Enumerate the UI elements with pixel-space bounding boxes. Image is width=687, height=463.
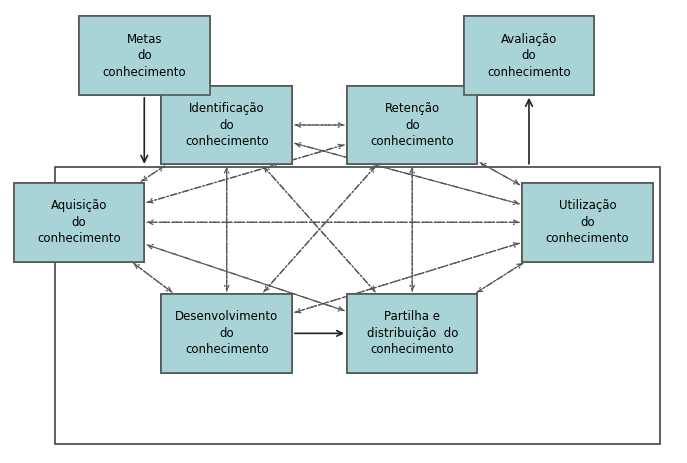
Bar (161, 294, 292, 373)
Bar (161, 294, 292, 373)
Text: Avaliação
do
conhecimento: Avaliação do conhecimento (487, 32, 571, 79)
Text: Retenção
do
conhecimento: Retenção do conhecimento (370, 102, 454, 148)
Bar (522, 183, 653, 262)
Bar (347, 294, 477, 373)
Text: Identificação
do
conhecimento: Identificação do conhecimento (185, 102, 269, 148)
Bar (79, 16, 210, 95)
Text: Aquisição
do
conhecimento: Aquisição do conhecimento (37, 199, 121, 245)
Text: Metas
do
conhecimento: Metas do conhecimento (102, 32, 186, 79)
Bar (464, 16, 594, 95)
Text: Avaliação
do
conhecimento: Avaliação do conhecimento (487, 32, 571, 79)
Bar (347, 294, 477, 373)
Text: Retenção
do
conhecimento: Retenção do conhecimento (370, 102, 454, 148)
Bar (347, 86, 477, 164)
Text: Utilização
do
conhecimento: Utilização do conhecimento (545, 199, 629, 245)
Text: Aquisição
do
conhecimento: Aquisição do conhecimento (37, 199, 121, 245)
Bar (14, 183, 144, 262)
Text: Desenvolvimento
do
conhecimento: Desenvolvimento do conhecimento (175, 310, 278, 357)
Bar (161, 86, 292, 164)
Text: Utilização
do
conhecimento: Utilização do conhecimento (545, 199, 629, 245)
Bar (55, 167, 660, 444)
Bar (347, 86, 477, 164)
Bar (464, 16, 594, 95)
Text: Identificação
do
conhecimento: Identificação do conhecimento (185, 102, 269, 148)
Text: Partilha e
distribuição  do
conhecimento: Partilha e distribuição do conhecimento (366, 310, 458, 357)
Bar (14, 183, 144, 262)
Text: Metas
do
conhecimento: Metas do conhecimento (102, 32, 186, 79)
Bar (161, 86, 292, 164)
Text: Desenvolvimento
do
conhecimento: Desenvolvimento do conhecimento (175, 310, 278, 357)
Bar (522, 183, 653, 262)
Text: Partilha e
distribuição  do
conhecimento: Partilha e distribuição do conhecimento (366, 310, 458, 357)
Bar (79, 16, 210, 95)
